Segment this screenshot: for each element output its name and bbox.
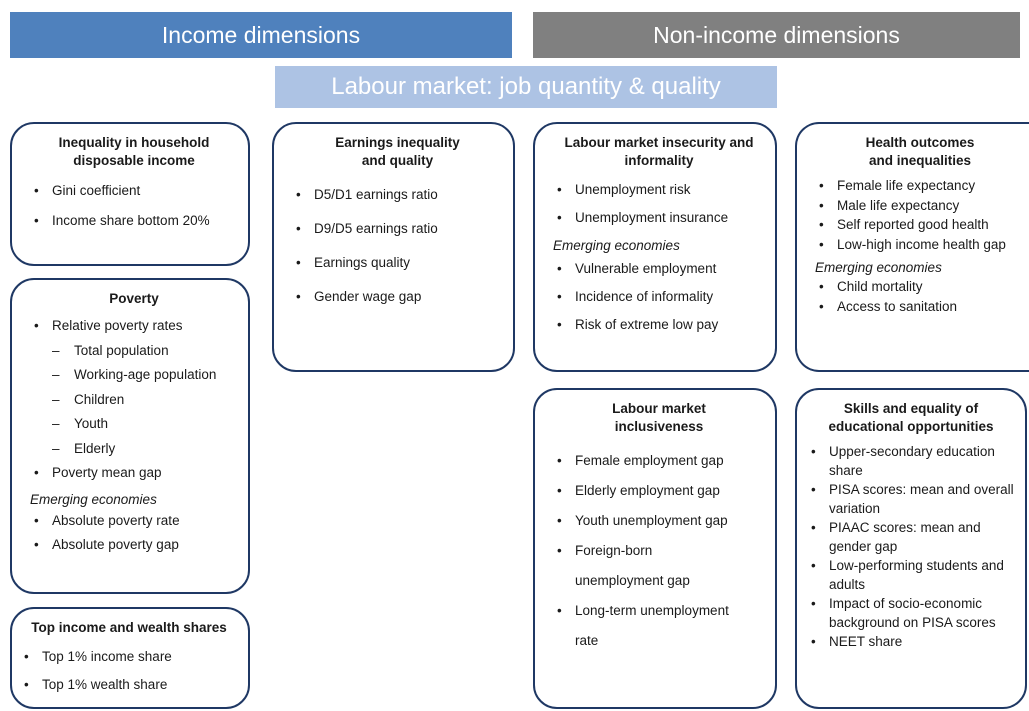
bullet-item: Risk of extreme low pay (553, 311, 765, 339)
bullet-item: PISA scores: mean and overall variation (807, 480, 1021, 518)
income-header: Income dimensions (10, 12, 512, 58)
bullet-item: Income share bottom 20% (30, 206, 238, 236)
item-list: Absolute poverty rateAbsolute poverty ga… (30, 509, 238, 558)
emerging-heading: Emerging economies (553, 238, 680, 253)
bullet-item: PIAAC scores: mean and gender gap (807, 518, 1021, 556)
sub-item: Total population (30, 339, 238, 364)
item-list: Female employment gapElderly employment … (553, 446, 743, 656)
bullet-item: Female employment gap (553, 446, 743, 476)
item-list: Gini coefficientIncome share bottom 20% (30, 176, 238, 236)
box-title: Health outcomes and inequalities (865, 135, 975, 168)
bullet-item: Child mortality (815, 277, 1025, 297)
box-title: Skills and equality of educational oppor… (828, 401, 994, 434)
bullet-item: Gender wage gap (292, 280, 503, 314)
sub-item: Elderly (30, 437, 238, 462)
box-title: Earnings inequality and quality (335, 135, 460, 168)
box: Health outcomes and inequalities Female l… (795, 122, 1029, 372)
item-list: Upper-secondary education sharePISA scor… (807, 442, 1021, 651)
item-list: Female life expectancyMale life expectan… (815, 176, 1025, 254)
box: Poverty Relative poverty ratesTotal popul… (10, 278, 250, 594)
bullet-item: Absolute poverty gap (30, 533, 238, 558)
box: Labour market insecurity and informality… (533, 122, 777, 372)
labour-market-header: Labour market: job quantity & quality (275, 66, 777, 108)
bullet-item: Self reported good health (815, 215, 1025, 235)
bullet-item: Elderly employment gap (553, 476, 743, 506)
box: Labour market inclusiveness Female employ… (533, 388, 777, 709)
item-list: Relative poverty ratesTotal populationWo… (30, 314, 238, 486)
bullet-item: Impact of socio-economic background on P… (807, 594, 1021, 632)
bullet-item: Top 1% income share (20, 643, 238, 671)
box-title: Labour market insecurity and informality (564, 135, 754, 168)
bullet-item: Upper-secondary education share (807, 442, 1021, 480)
box-title: Top income and wealth shares (31, 620, 227, 635)
bullet-item: Low-performing students and adults (807, 556, 1021, 594)
bullet-item: Youth unemployment gap (553, 506, 743, 536)
bullet-item: Earnings quality (292, 246, 503, 280)
emerging-heading: Emerging economies (30, 491, 157, 507)
box-title: Poverty (109, 291, 159, 306)
sub-item: Youth (30, 412, 238, 437)
bullet-item: Access to sanitation (815, 297, 1025, 317)
item-list: Child mortalityAccess to sanitation (815, 277, 1025, 316)
bullet-item: Vulnerable employment (553, 255, 765, 283)
bullet-item: Male life expectancy (815, 196, 1025, 216)
bullet-item: D9/D5 earnings ratio (292, 212, 503, 246)
sub-item: Working-age population (30, 363, 238, 388)
bullet-item: Absolute poverty rate (30, 509, 238, 534)
bullet-item: Relative poverty rates (30, 314, 238, 339)
bullet-item: Gini coefficient (30, 176, 238, 206)
bullet-item: Unemployment risk (553, 176, 765, 204)
box: Inequality in household disposable incom… (10, 122, 250, 266)
box: Top income and wealth shares Top 1% incom… (10, 607, 250, 709)
bullet-item: Top 1% wealth share (20, 671, 238, 699)
box-title: Inequality in household disposable incom… (58, 135, 210, 168)
bullet-item: NEET share (807, 632, 1021, 651)
non-income-header: Non-income dimensions (533, 12, 1020, 58)
item-list: Unemployment riskUnemployment insurance (553, 176, 765, 232)
item-list: Top 1% income shareTop 1% wealth share (20, 643, 238, 699)
bullet-item: Long-term unemployment rate (553, 596, 743, 656)
bullet-item: D5/D1 earnings ratio (292, 178, 503, 212)
bullet-item: Incidence of informality (553, 283, 765, 311)
emerging-heading: Emerging economies (815, 260, 942, 275)
bullet-item: Female life expectancy (815, 176, 1025, 196)
bullet-item: Foreign-born unemployment gap (553, 536, 743, 596)
box: Earnings inequality and quality D5/D1 ear… (272, 122, 515, 372)
box-title: Labour market inclusiveness (612, 401, 706, 434)
item-list: D5/D1 earnings ratioD9/D5 earnings ratio… (292, 178, 503, 314)
box: Skills and equality of educational oppor… (795, 388, 1027, 709)
bullet-item: Poverty mean gap (30, 461, 238, 486)
bullet-item: Low-high income health gap (815, 235, 1025, 255)
item-list: Vulnerable employmentIncidence of inform… (553, 255, 765, 339)
sub-item: Children (30, 388, 238, 413)
bullet-item: Unemployment insurance (553, 204, 765, 232)
